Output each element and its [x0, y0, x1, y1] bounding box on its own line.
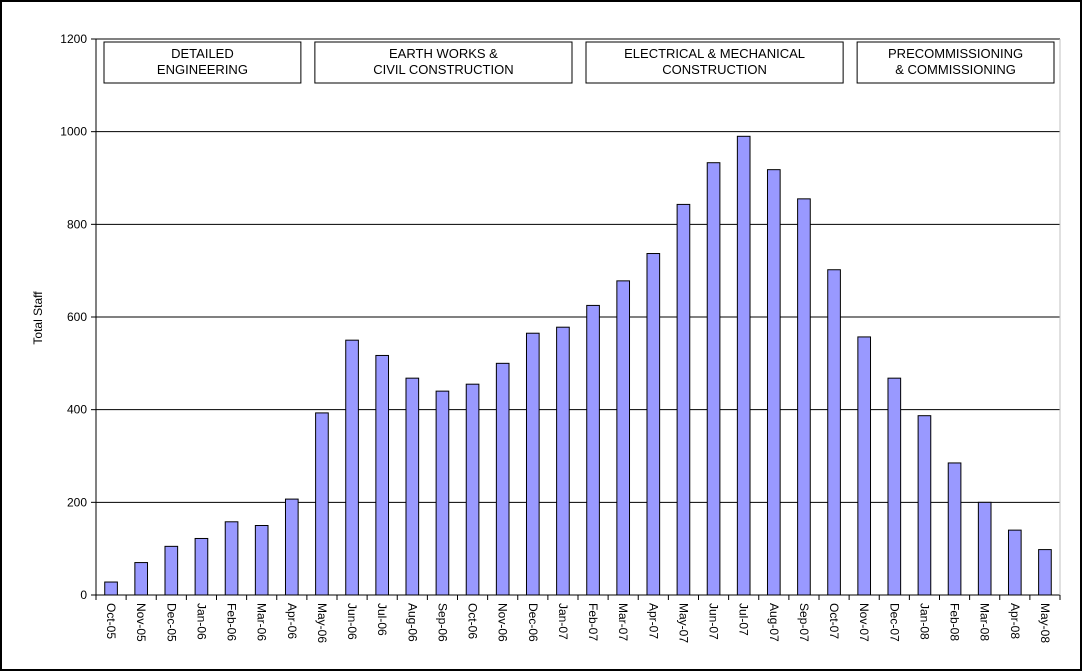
phase-box-2: EARTH WORKS &CIVIL CONSTRUCTION	[314, 41, 573, 84]
bar-jan-06	[194, 537, 209, 596]
bar-jul-07	[736, 135, 751, 596]
x-tick-label: May-06	[315, 603, 329, 643]
x-tick-label: Jan-08	[917, 603, 931, 640]
bar-jan-08	[917, 415, 932, 596]
bar-mar-07	[616, 280, 631, 596]
phase-label: CIVIL CONSTRUCTION	[373, 62, 513, 77]
bar-sep-07	[797, 198, 811, 596]
x-tick-label: Oct-05	[104, 603, 118, 639]
phase-label: ELECTRICAL & MECHANICAL	[624, 46, 805, 61]
bar-feb-08	[947, 462, 962, 596]
bar-mar-06	[254, 525, 269, 596]
bar-nov-07	[857, 336, 872, 596]
y-tick-label: 1000	[60, 125, 87, 139]
x-tick-label: Oct-06	[466, 603, 480, 639]
phase-box-frame	[314, 41, 573, 84]
phase-label: CONSTRUCTION	[662, 62, 767, 77]
bar-aug-06	[405, 377, 420, 596]
x-tick-label: Dec-06	[526, 603, 540, 642]
y-axis-title: Total Staff	[31, 291, 45, 345]
phase-label: DETAILED	[171, 46, 234, 61]
x-tick-label: Aug-07	[767, 603, 781, 642]
phase-box-frame	[103, 41, 302, 84]
x-tick-label: Jun-06	[345, 603, 359, 640]
x-tick-label: Nov-05	[134, 603, 148, 642]
x-tick-label: Sep-06	[435, 603, 449, 642]
phase-label: EARTH WORKS &	[389, 46, 498, 61]
phase-label: & COMMISSIONING	[895, 62, 1016, 77]
bar-dec-05	[164, 545, 179, 596]
y-tick-label: 400	[67, 403, 87, 417]
phase-label: PRECOMMISSIONING	[888, 46, 1023, 61]
x-tick-labels: Oct-05 Nov-05 Dec-05 Jan-06 Feb-06 Mar-06 Apr-…	[104, 603, 1052, 643]
x-tick-label: Mar-08	[978, 603, 992, 641]
x-tick-label: Nov-06	[496, 603, 510, 642]
bar-oct-07	[827, 269, 841, 596]
y-tick-label: 800	[67, 217, 87, 231]
x-tick-label: May-08	[1038, 603, 1052, 643]
bar-apr-08	[1007, 529, 1022, 596]
x-tick-label: May-07	[676, 603, 690, 643]
x-tick-label: Apr-08	[1008, 603, 1022, 639]
x-tick-label: Apr-07	[646, 603, 660, 639]
bars	[104, 135, 1052, 596]
bar-feb-07	[586, 304, 600, 596]
y-tick-label: 1200	[60, 32, 87, 46]
y-tick-label: 200	[67, 495, 87, 509]
bar-jun-06	[345, 339, 359, 596]
bar-nov-05	[134, 562, 149, 596]
x-tick-label: Feb-08	[948, 603, 962, 641]
phase-box-frame	[856, 41, 1055, 84]
phase-box-frame	[585, 41, 844, 84]
x-tick-label: Feb-07	[586, 603, 600, 641]
bar-feb-06	[224, 521, 239, 596]
bar-oct-05	[104, 581, 118, 596]
bar-apr-07	[646, 253, 661, 596]
bar-dec-07	[887, 377, 902, 596]
x-tick-label: Jul-06	[375, 603, 389, 636]
phase-label: ENGINEERING	[157, 62, 248, 77]
bar-nov-06	[495, 362, 510, 596]
bar-may-08	[1038, 549, 1052, 596]
x-tick-label: Dec-07	[887, 603, 901, 642]
x-tick-label: Jan-07	[556, 603, 570, 640]
x-tick-label: Mar-06	[255, 603, 269, 641]
y-tick-label: 600	[67, 310, 87, 324]
bar-dec-06	[525, 332, 540, 596]
axes	[91, 38, 1061, 600]
gridlines	[96, 38, 1060, 503]
x-tick-label: Jan-06	[194, 603, 208, 640]
phase-box-4: PRECOMMISSIONING& COMMISSIONING	[856, 41, 1055, 84]
bar-jun-07	[706, 162, 721, 596]
x-tick-label: Nov-07	[857, 603, 871, 642]
bar-apr-06	[284, 498, 299, 596]
x-tick-label: Feb-06	[225, 603, 239, 641]
bar-may-07	[676, 203, 691, 596]
y-tick-labels: 0 200 400 600 800 1000 1200	[60, 32, 87, 602]
bar-mar-08	[977, 501, 992, 596]
x-tick-label: Dec-05	[164, 603, 178, 642]
x-tick-label: Mar-07	[616, 603, 630, 641]
x-tick-label: Jun-07	[707, 603, 721, 640]
bar-may-06	[315, 412, 329, 596]
x-tick-label: Oct-07	[827, 603, 841, 639]
bar-jul-06	[375, 354, 390, 596]
bar-sep-06	[435, 390, 450, 596]
x-tick-label: Aug-06	[405, 603, 419, 642]
bar-jan-07	[556, 326, 570, 596]
x-tick-label: Jul-07	[737, 603, 751, 636]
x-tick-label: Sep-07	[797, 603, 811, 642]
bar-oct-06	[465, 383, 480, 596]
bar-aug-07	[766, 169, 781, 596]
y-tick-label: 0	[80, 588, 87, 602]
x-tick-label: Apr-06	[285, 603, 299, 639]
